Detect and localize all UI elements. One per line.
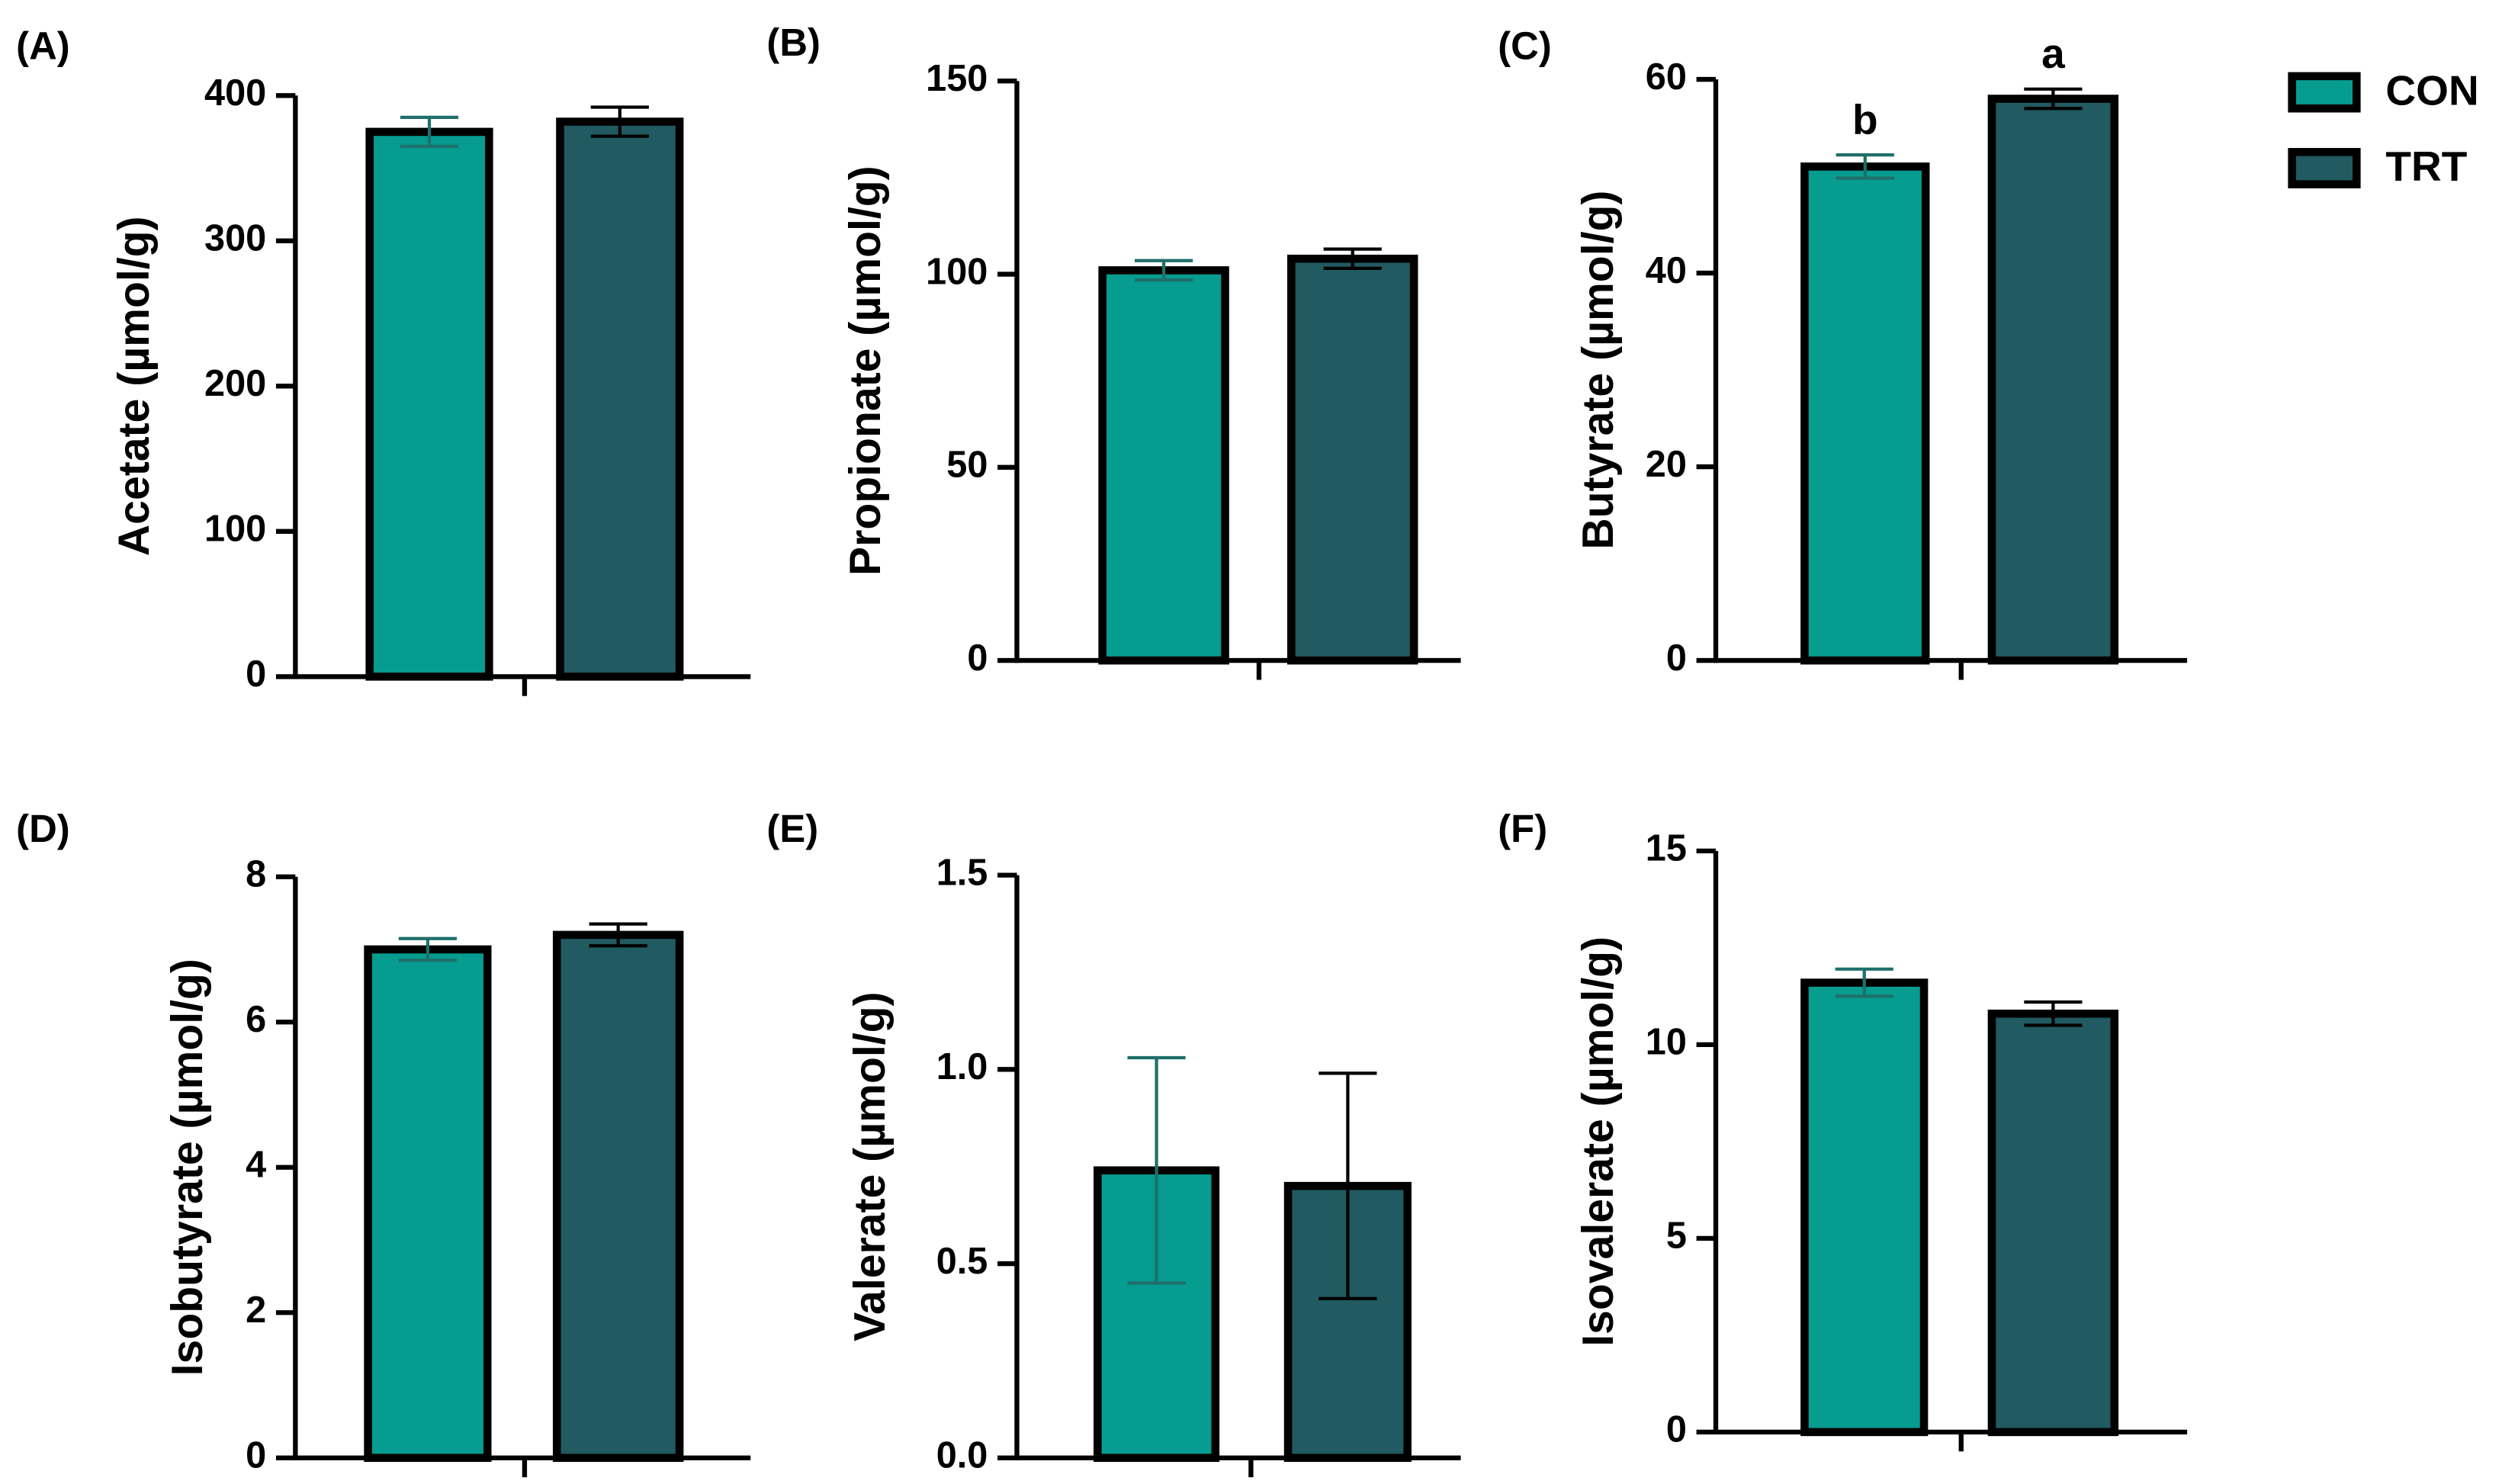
legend-label: CON <box>2385 67 2478 114</box>
bar <box>365 127 493 681</box>
y-tick-label: 100 <box>926 251 988 292</box>
legend-label: TRT <box>2385 143 2467 190</box>
panel-label: (C) <box>1498 24 1551 67</box>
error-bar <box>1127 1055 1186 1285</box>
y-tick-label: 5 <box>1666 1216 1687 1257</box>
error-bar <box>1135 259 1193 282</box>
y-tick-label: 10 <box>1646 1022 1687 1063</box>
y-tick-label: 2 <box>246 1290 266 1331</box>
y-tick-label: 6 <box>246 999 266 1040</box>
error-bar <box>1323 247 1382 271</box>
y-tick-label: 60 <box>1646 56 1687 98</box>
error-bar <box>1836 153 1894 180</box>
panel-label: (D) <box>16 807 70 850</box>
y-axis-label: Acetate (µmol/g) <box>110 216 159 556</box>
significance-letter: a <box>2041 30 2065 77</box>
error-bar <box>590 105 649 138</box>
bar <box>1987 95 2119 665</box>
y-axis-label: Propionate (µmol/g) <box>841 165 890 576</box>
bar <box>1287 254 1418 665</box>
error-bar <box>589 922 647 948</box>
y-tick-label: 40 <box>1646 250 1687 291</box>
y-tick-label: 200 <box>204 363 266 404</box>
error-bar <box>398 936 458 962</box>
y-tick-label: 0.0 <box>936 1435 988 1476</box>
y-tick-label: 0 <box>1666 1409 1687 1450</box>
bar <box>1098 266 1229 665</box>
y-axis-label: Valerate (µmol/g) <box>846 991 894 1341</box>
y-axis-label: Isobutyrate (µmol/g) <box>163 959 212 1376</box>
y-tick-label: 300 <box>204 218 266 259</box>
legend-swatch <box>2288 148 2361 188</box>
y-axis-label: Butyrate (µmol/g) <box>1574 191 1623 550</box>
legend: CON TRT <box>2288 67 2479 190</box>
error-bar <box>2024 1000 2083 1027</box>
panel-label: (A) <box>16 24 70 67</box>
y-tick-label: 8 <box>246 854 266 895</box>
y-tick-label: 0 <box>246 654 266 695</box>
bar <box>1800 162 1930 665</box>
error-bar <box>1318 1071 1377 1300</box>
bar <box>1987 1009 2119 1437</box>
significance-letter: b <box>1852 95 1878 143</box>
y-tick-label: 4 <box>246 1145 266 1186</box>
bar <box>556 117 684 681</box>
error-bar <box>2024 87 2083 111</box>
y-tick-label: 0.5 <box>936 1241 988 1282</box>
y-tick-label: 0 <box>246 1435 266 1476</box>
y-tick-label: 400 <box>204 72 266 114</box>
y-tick-label: 150 <box>926 58 988 99</box>
bar <box>552 930 684 1463</box>
y-tick-label: 20 <box>1646 444 1687 485</box>
y-axis-label: Isovalerate (µmol/g) <box>1574 936 1623 1347</box>
bar <box>364 945 492 1463</box>
y-tick-label: 100 <box>204 509 266 550</box>
bar <box>1800 978 1929 1437</box>
error-bar <box>1835 967 1893 998</box>
panel-label: (B) <box>766 21 821 64</box>
y-tick-label: 50 <box>946 445 988 486</box>
y-tick-label: 1.5 <box>936 852 988 893</box>
y-tick-label: 0 <box>1666 638 1687 679</box>
y-tick-label: 1.0 <box>936 1046 988 1087</box>
panel-label: (E) <box>766 807 818 850</box>
y-tick-label: 15 <box>1646 828 1687 869</box>
panel-label: (F) <box>1498 807 1547 850</box>
legend-swatch <box>2288 72 2361 113</box>
y-tick-label: 0 <box>967 638 988 679</box>
error-bar <box>400 115 459 149</box>
